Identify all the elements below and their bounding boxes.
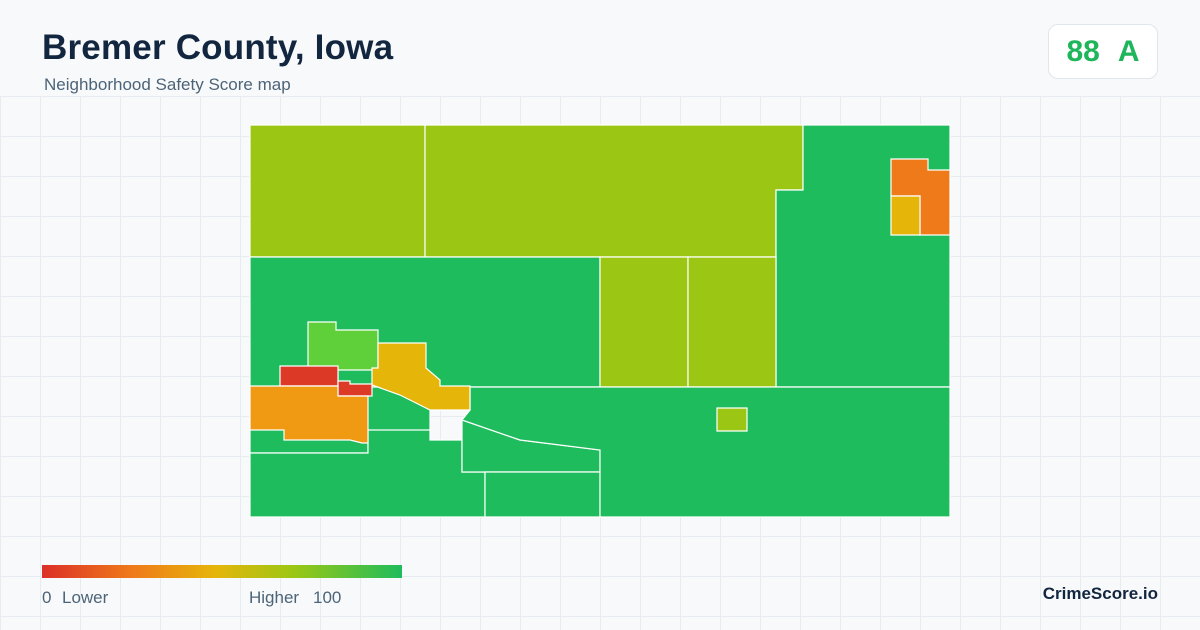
legend-min-value: 0 <box>42 588 52 607</box>
header-band <box>0 0 1200 96</box>
region-small-tract[interactable] <box>716 407 748 432</box>
region-central-b[interactable] <box>687 256 777 388</box>
score-badge: 88 A <box>1048 24 1158 79</box>
region-south-east[interactable] <box>460 386 951 518</box>
page-title: Bremer County, Iowa <box>42 28 394 67</box>
region-city-east[interactable] <box>371 342 471 411</box>
legend-gradient-bar <box>42 565 402 578</box>
region-ne-yellow[interactable] <box>890 195 921 236</box>
region-city-south[interactable] <box>249 385 369 444</box>
region-north-central[interactable] <box>424 124 804 258</box>
region-central-a[interactable] <box>599 256 689 388</box>
region-city-red-west[interactable] <box>279 365 339 387</box>
legend-max-label: Higher <box>249 588 300 607</box>
legend-max-value: 100 <box>313 588 342 607</box>
page-subtitle: Neighborhood Safety Score map <box>44 75 291 94</box>
legend-min-label: Lower <box>62 588 109 607</box>
score-grade: A <box>1117 34 1140 68</box>
score-value: 88 <box>1066 34 1100 68</box>
region-south-lower-central[interactable] <box>484 471 601 518</box>
brand-name: CrimeScore.io <box>1042 584 1158 603</box>
region-north-west[interactable] <box>249 124 426 258</box>
